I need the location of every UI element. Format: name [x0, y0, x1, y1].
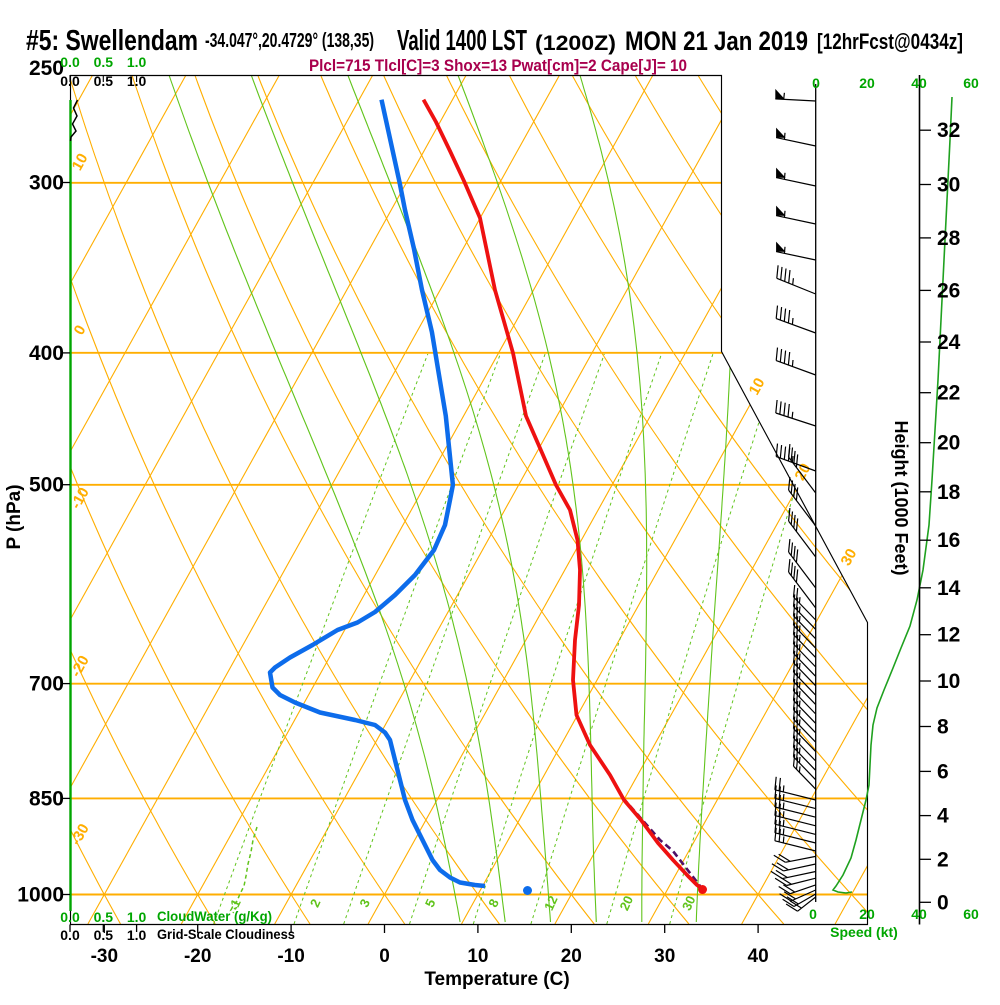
svg-text:Height (1000 Feet): Height (1000 Feet): [891, 420, 911, 575]
svg-text:0.0: 0.0: [60, 73, 80, 89]
svg-text:12: 12: [937, 624, 960, 647]
svg-text:0.5: 0.5: [94, 73, 114, 89]
svg-text:-30: -30: [91, 946, 118, 967]
svg-text:1.0: 1.0: [127, 927, 147, 943]
svg-text:500: 500: [29, 474, 64, 497]
svg-text:28: 28: [937, 227, 961, 250]
svg-text:0: 0: [379, 946, 390, 967]
svg-text:40: 40: [911, 906, 927, 922]
svg-text:-34.047°,20.4729° (138,35): -34.047°,20.4729° (138,35): [205, 30, 374, 52]
svg-text:0: 0: [812, 75, 820, 91]
svg-text:40: 40: [748, 946, 769, 967]
svg-text:0.5: 0.5: [94, 909, 114, 925]
svg-text:Grid-Scale Cloudiness: Grid-Scale Cloudiness: [157, 926, 295, 942]
svg-text:20: 20: [791, 461, 814, 484]
svg-text:(1200Z): (1200Z): [535, 32, 616, 55]
svg-text:20: 20: [859, 906, 875, 922]
svg-text:1.0: 1.0: [127, 54, 147, 70]
svg-text:[12hrFcst@0434z]: [12hrFcst@0434z]: [817, 29, 963, 54]
svg-text:Plcl=715 Tlcl[C]=3 Shox=13 Pwa: Plcl=715 Tlcl[C]=3 Shox=13 Pwat[cm]=2 Ca…: [309, 56, 687, 75]
svg-text:20: 20: [937, 432, 960, 455]
svg-text:0.0: 0.0: [60, 927, 80, 943]
svg-text:Speed (kt): Speed (kt): [830, 924, 898, 940]
svg-text:CloudWater (g/Kg): CloudWater (g/Kg): [157, 908, 272, 924]
svg-text:300: 300: [29, 172, 64, 195]
svg-text:-20: -20: [184, 946, 211, 967]
svg-text:250: 250: [29, 57, 64, 80]
svg-text:1000: 1000: [17, 884, 64, 907]
svg-text:26: 26: [937, 279, 960, 302]
svg-text:700: 700: [29, 673, 64, 696]
svg-text:30: 30: [654, 946, 675, 967]
svg-text:18: 18: [937, 481, 961, 504]
svg-text:12: 12: [541, 893, 561, 912]
svg-text:4: 4: [937, 805, 949, 828]
svg-text:Valid 1400 LST: Valid 1400 LST: [397, 25, 527, 57]
svg-text:0.0: 0.0: [60, 54, 80, 70]
svg-text:0.0: 0.0: [60, 909, 80, 925]
svg-text:Temperature (C): Temperature (C): [424, 969, 569, 990]
svg-text:1.0: 1.0: [127, 909, 147, 925]
svg-text:30: 30: [679, 893, 699, 912]
svg-text:14: 14: [937, 577, 961, 600]
svg-text:2: 2: [937, 848, 949, 871]
svg-text:0.5: 0.5: [94, 54, 114, 70]
svg-text:32: 32: [937, 119, 960, 142]
svg-text:60: 60: [963, 906, 979, 922]
svg-text:0: 0: [937, 891, 949, 914]
svg-text:1.0: 1.0: [127, 73, 147, 89]
svg-text:10: 10: [746, 375, 769, 398]
svg-text:24: 24: [937, 331, 961, 354]
svg-text:8: 8: [937, 716, 949, 739]
svg-text:6: 6: [937, 760, 949, 783]
svg-text:#5: Swellendam: #5: Swellendam: [26, 25, 198, 57]
svg-text:0.5: 0.5: [94, 927, 114, 943]
svg-text:400: 400: [29, 342, 64, 365]
svg-text:-10: -10: [277, 946, 304, 967]
svg-text:0: 0: [809, 906, 817, 922]
svg-text:60: 60: [963, 75, 979, 91]
svg-text:20: 20: [616, 893, 636, 912]
svg-text:16: 16: [937, 529, 960, 552]
svg-text:40: 40: [911, 75, 927, 91]
svg-text:10: 10: [937, 670, 960, 693]
svg-text:30: 30: [937, 174, 960, 197]
svg-text:MON 21 Jan 2019: MON 21 Jan 2019: [625, 26, 808, 56]
svg-text:20: 20: [859, 75, 875, 91]
svg-text:10: 10: [467, 946, 488, 967]
svg-text:P (hPa): P (hPa): [4, 484, 25, 549]
svg-text:30: 30: [837, 546, 860, 569]
svg-text:850: 850: [29, 787, 64, 810]
svg-text:22: 22: [937, 382, 960, 405]
svg-text:20: 20: [561, 946, 582, 967]
svg-text:10: 10: [69, 151, 92, 174]
